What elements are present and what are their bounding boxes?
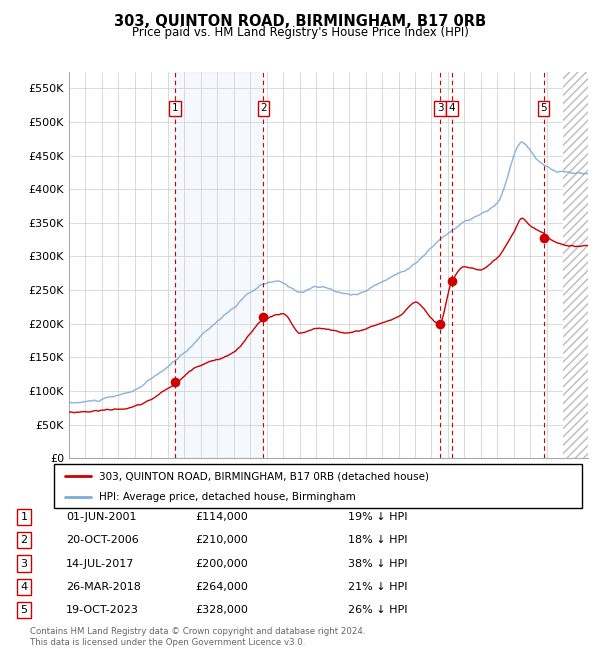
Text: £200,000: £200,000 [196,558,248,569]
Text: 5: 5 [540,103,547,113]
Text: £210,000: £210,000 [196,535,248,545]
Text: 2: 2 [260,103,267,113]
FancyBboxPatch shape [54,464,582,508]
Text: 19% ↓ HPI: 19% ↓ HPI [348,512,408,522]
Bar [563,72,600,458]
Text: Contains HM Land Registry data © Crown copyright and database right 2024.
This d: Contains HM Land Registry data © Crown c… [30,627,365,647]
Bar [175,72,263,458]
Text: 26% ↓ HPI: 26% ↓ HPI [348,605,408,616]
Bar [563,72,588,458]
Text: 1: 1 [172,103,178,113]
Text: 3: 3 [20,558,28,569]
Text: 38% ↓ HPI: 38% ↓ HPI [348,558,408,569]
Text: 5: 5 [20,605,28,616]
Text: 21% ↓ HPI: 21% ↓ HPI [348,582,408,592]
Text: 01-JUN-2001: 01-JUN-2001 [66,512,137,522]
Text: 20-OCT-2006: 20-OCT-2006 [66,535,139,545]
Text: 14-JUL-2017: 14-JUL-2017 [66,558,134,569]
Text: 19-OCT-2023: 19-OCT-2023 [66,605,139,616]
Text: £114,000: £114,000 [196,512,248,522]
Text: 4: 4 [20,582,28,592]
Text: 26-MAR-2018: 26-MAR-2018 [66,582,141,592]
Text: £328,000: £328,000 [196,605,248,616]
Text: 303, QUINTON ROAD, BIRMINGHAM, B17 0RB: 303, QUINTON ROAD, BIRMINGHAM, B17 0RB [114,14,486,29]
Text: 2: 2 [20,535,28,545]
Text: 303, QUINTON ROAD, BIRMINGHAM, B17 0RB (detached house): 303, QUINTON ROAD, BIRMINGHAM, B17 0RB (… [99,471,429,482]
Text: 1: 1 [20,512,28,522]
Text: 4: 4 [448,103,455,113]
Text: £264,000: £264,000 [196,582,248,592]
Text: 3: 3 [437,103,443,113]
Text: 18% ↓ HPI: 18% ↓ HPI [348,535,408,545]
Text: HPI: Average price, detached house, Birmingham: HPI: Average price, detached house, Birm… [99,492,356,502]
Text: Price paid vs. HM Land Registry's House Price Index (HPI): Price paid vs. HM Land Registry's House … [131,26,469,39]
